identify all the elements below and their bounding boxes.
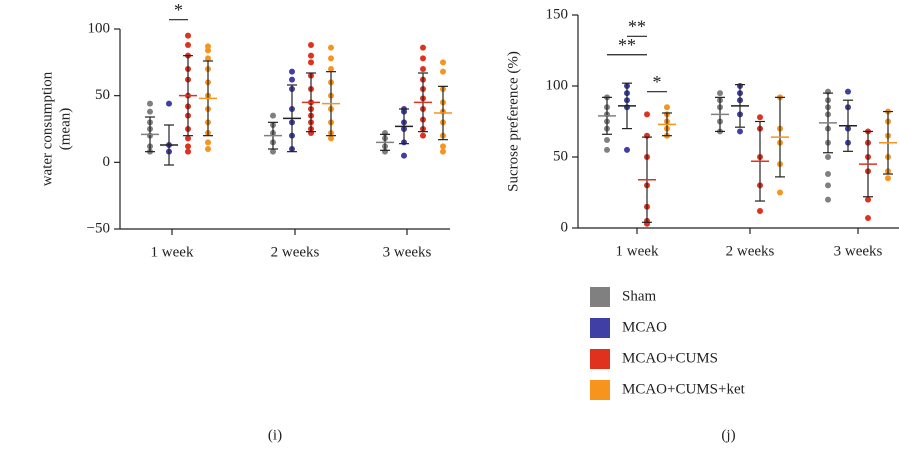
data-point bbox=[757, 114, 763, 121]
data-point bbox=[664, 104, 670, 111]
data-point bbox=[440, 68, 446, 75]
data-point bbox=[420, 44, 426, 51]
significance-label: * bbox=[653, 72, 662, 92]
data-point bbox=[440, 143, 446, 150]
legend-label: Sham bbox=[622, 288, 657, 304]
y-tick-label: 100 bbox=[88, 20, 111, 36]
legend-label: MCAO+CUMS+ket bbox=[622, 381, 746, 397]
data-point bbox=[825, 196, 831, 203]
x-tick-label: 2 weeks bbox=[271, 244, 320, 260]
data-point bbox=[205, 139, 211, 146]
data-point bbox=[328, 135, 334, 142]
data-point bbox=[270, 148, 276, 155]
data-point bbox=[205, 55, 211, 62]
data-point bbox=[717, 90, 723, 97]
data-point bbox=[308, 52, 314, 59]
x-tick-label: 2 weeks bbox=[726, 243, 775, 259]
data-point bbox=[147, 108, 153, 115]
legend-swatch bbox=[590, 287, 610, 307]
data-point bbox=[185, 32, 191, 39]
data-point bbox=[604, 136, 610, 143]
data-point bbox=[737, 128, 743, 135]
data-point bbox=[185, 135, 191, 142]
data-point bbox=[604, 146, 610, 153]
x-tick-label: 3 weeks bbox=[834, 243, 883, 259]
data-point bbox=[825, 171, 831, 178]
data-point bbox=[644, 111, 650, 118]
legend-label: MCAO bbox=[622, 319, 667, 335]
data-point bbox=[328, 55, 334, 62]
data-point bbox=[624, 146, 630, 153]
x-tick-label: 3 weeks bbox=[383, 244, 432, 260]
data-point bbox=[845, 88, 851, 95]
data-point bbox=[440, 59, 446, 66]
panel-label: (i) bbox=[268, 427, 282, 443]
data-point bbox=[777, 189, 783, 196]
y-tick-label: −50 bbox=[87, 220, 110, 236]
legend-swatch bbox=[590, 380, 610, 400]
data-point bbox=[185, 148, 191, 155]
legend-label: MCAO+CUMS bbox=[622, 350, 718, 366]
significance-label: * bbox=[174, 0, 183, 20]
y-tick-label: 100 bbox=[546, 77, 569, 93]
data-point bbox=[270, 112, 276, 119]
data-point bbox=[865, 196, 871, 203]
data-point bbox=[289, 76, 295, 83]
y-axis-label: water consumption bbox=[39, 71, 55, 186]
data-point bbox=[328, 66, 334, 72]
y-axis-label: (mean) bbox=[57, 108, 73, 150]
data-point bbox=[185, 143, 191, 150]
y-tick-label: 50 bbox=[95, 87, 110, 103]
data-point bbox=[440, 148, 446, 155]
data-point bbox=[420, 66, 426, 72]
legend-swatch bbox=[590, 318, 610, 338]
data-point bbox=[147, 100, 153, 107]
data-point bbox=[885, 175, 891, 182]
data-point bbox=[166, 100, 172, 107]
x-tick-label: 1 week bbox=[616, 243, 659, 259]
y-axis-label: Sucrose preference (%) bbox=[505, 51, 521, 192]
data-point bbox=[757, 207, 763, 214]
data-point bbox=[825, 182, 831, 189]
data-point bbox=[185, 42, 191, 48]
significance-label: ** bbox=[618, 35, 636, 55]
data-point bbox=[420, 55, 426, 62]
x-tick-label: 1 week bbox=[151, 244, 194, 260]
data-point bbox=[420, 132, 426, 139]
y-tick-label: 0 bbox=[103, 154, 111, 170]
data-point bbox=[289, 68, 295, 75]
y-tick-label: 150 bbox=[546, 6, 569, 22]
data-point bbox=[401, 152, 407, 159]
data-point bbox=[205, 146, 211, 152]
data-point bbox=[825, 154, 831, 160]
significance-label: ** bbox=[628, 16, 646, 36]
y-tick-label: 0 bbox=[561, 219, 569, 235]
legend-swatch bbox=[590, 349, 610, 369]
y-tick-label: 50 bbox=[553, 148, 568, 164]
data-point bbox=[328, 44, 334, 51]
data-point bbox=[865, 215, 871, 222]
data-point bbox=[205, 47, 211, 54]
data-point bbox=[308, 42, 314, 48]
panel-label: (j) bbox=[721, 427, 735, 443]
data-point bbox=[308, 59, 314, 66]
